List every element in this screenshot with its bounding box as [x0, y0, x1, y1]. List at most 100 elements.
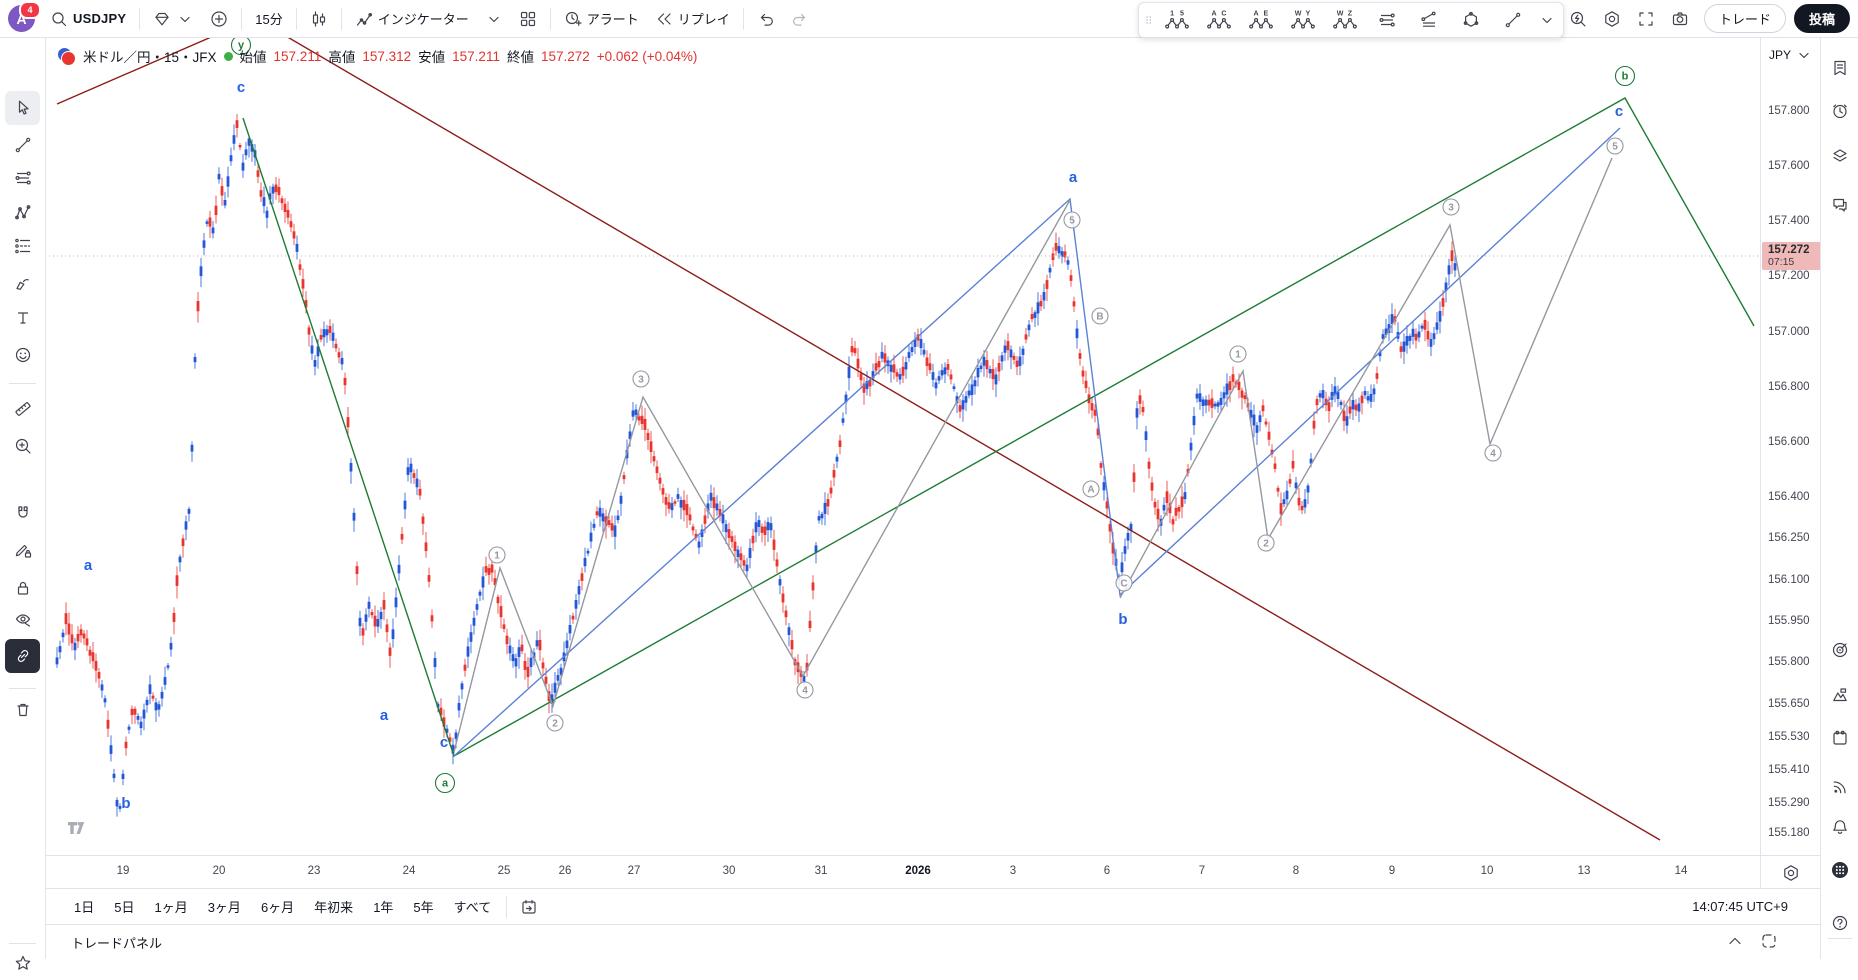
ideas-panel-button[interactable]: [1826, 681, 1854, 709]
wave-circled-label-5[interactable]: 5: [1063, 211, 1081, 229]
news-panel-button[interactable]: [1826, 773, 1854, 801]
chart-settings-button[interactable]: [1596, 5, 1628, 33]
avatar[interactable]: A 4: [8, 1, 41, 32]
maroon-trendline[interactable]: [56, 38, 1661, 841]
panel-maximize-button[interactable]: [1760, 932, 1778, 953]
indicator-templates-button[interactable]: [478, 5, 510, 33]
wave-label-c[interactable]: c: [1615, 103, 1623, 120]
wave-circled-label-B[interactable]: B: [1091, 307, 1109, 325]
range-button-3ヶ月[interactable]: 3ヶ月: [199, 893, 250, 920]
trade-panel-label[interactable]: トレードパネル: [71, 935, 163, 951]
gray-impulse-1[interactable]: [453, 199, 1071, 753]
publish-button[interactable]: 投稿: [1793, 4, 1850, 33]
range-button-6ヶ月[interactable]: 6ヶ月: [252, 893, 303, 920]
pattern-xabcd-tool[interactable]: [5, 196, 40, 230]
watchlist-panel-button[interactable]: [1826, 54, 1854, 82]
toolbar-more-button[interactable]: [1535, 5, 1559, 35]
wave-circled-label-b[interactable]: b: [1614, 65, 1636, 87]
tradingview-logo[interactable]: [67, 819, 85, 837]
wave-circled-label-2[interactable]: 2: [546, 714, 564, 732]
server-clock[interactable]: 14:07:45 UTC+9: [1692, 899, 1788, 914]
apps-menu-button[interactable]: [1826, 856, 1854, 884]
wave-label-a[interactable]: a: [84, 557, 93, 574]
range-button-5年[interactable]: 5年: [404, 893, 442, 920]
wave-circled-label-1[interactable]: 1: [488, 546, 506, 564]
lock-drawings-tool[interactable]: [5, 571, 40, 605]
symbol-search-button[interactable]: USDJPY: [43, 5, 133, 33]
range-button-1ヶ月[interactable]: 1ヶ月: [145, 893, 196, 920]
goto-date-button[interactable]: [513, 893, 545, 921]
redo-button[interactable]: [784, 5, 816, 33]
scales-settings-corner[interactable]: [1760, 856, 1821, 889]
replay-button[interactable]: リプレイ: [648, 5, 737, 33]
compare-add-button[interactable]: [203, 5, 235, 33]
zoom-in-tool[interactable]: [5, 429, 40, 463]
cyclic-lines-button[interactable]: [1451, 5, 1491, 35]
text-tool[interactable]: [5, 301, 40, 335]
time-scale[interactable]: 19 20 23 24 25 26 27 30 31 2026 3 6 7 8 9 10 13 14: [45, 855, 1820, 889]
price-scale[interactable]: JPY 157.800 157.600 157.400 157.200 157.000 1…: [1760, 38, 1825, 855]
remove-drawings-tool[interactable]: [5, 693, 40, 727]
wave-circled-label-a[interactable]: a: [434, 772, 456, 794]
wave-label-b[interactable]: b: [121, 795, 130, 812]
fib-speed-lines-button[interactable]: [1367, 5, 1407, 35]
wave-circled-label-5[interactable]: 5: [1606, 137, 1624, 155]
measure-tool[interactable]: [5, 391, 40, 425]
snapshot-button[interactable]: [1664, 5, 1696, 33]
green-abc-wave[interactable]: [242, 97, 1755, 758]
panel-expand-button[interactable]: [1726, 932, 1744, 953]
wave-circled-label-2[interactable]: 2: [1257, 534, 1275, 552]
legend-title[interactable]: 米ドル／円・15・JFX: [83, 50, 217, 65]
chart-style-button[interactable]: [303, 5, 335, 33]
wave-circled-label-C[interactable]: C: [1115, 574, 1133, 592]
gray-impulse-2[interactable]: [1119, 157, 1613, 599]
cursor-tool[interactable]: [5, 91, 40, 125]
range-button-5日[interactable]: 5日: [105, 893, 143, 920]
fullscreen-button[interactable]: [1630, 5, 1662, 33]
help-button[interactable]: [1826, 909, 1854, 937]
notifications-panel-button[interactable]: [1826, 813, 1854, 841]
calendar-panel-button[interactable]: [1826, 724, 1854, 752]
range-button-すべて[interactable]: すべて: [445, 893, 501, 920]
wave-circled-label-A[interactable]: A: [1082, 480, 1100, 498]
disjoint-channel-button[interactable]: [1409, 5, 1449, 35]
favorites-star-button[interactable]: [5, 946, 40, 980]
wave-circled-label-4[interactable]: 4: [1484, 444, 1502, 462]
chat-panel-button[interactable]: [1826, 191, 1854, 219]
wave-label-c[interactable]: c: [237, 79, 245, 96]
projection-tool[interactable]: [5, 229, 40, 263]
magnet-tool[interactable]: [5, 496, 40, 530]
wave-circled-label-3[interactable]: 3: [1442, 198, 1460, 216]
hotlists-panel-button[interactable]: [1826, 636, 1854, 664]
timeframe-button[interactable]: 15分: [248, 5, 289, 33]
quick-search-button[interactable]: [1562, 5, 1594, 33]
drag-handle[interactable]: [1143, 5, 1155, 35]
wave-circled-label-y[interactable]: y: [230, 38, 252, 56]
wave-label-a[interactable]: a: [1069, 169, 1078, 186]
range-button-1年[interactable]: 1年: [364, 893, 402, 920]
range-button-1日[interactable]: 1日: [65, 893, 103, 920]
wave-circled-label-1[interactable]: 1: [1229, 345, 1247, 363]
chart-canvas[interactable]: a b c a c a b c y a b 1 2 3 4 5 A B C 1 2 3 4 5: [45, 38, 1760, 855]
alerts-panel-button[interactable]: [1826, 97, 1854, 125]
trendline-tool[interactable]: [5, 128, 40, 162]
fib-lines-tool[interactable]: [5, 161, 40, 195]
object-tree-panel-button[interactable]: [1826, 142, 1854, 170]
layout-grid-button[interactable]: [512, 5, 544, 33]
emoji-tool[interactable]: [5, 338, 40, 372]
candlesticks[interactable]: [55, 114, 1457, 817]
blue-abc-wave[interactable]: [453, 127, 1621, 757]
undo-button[interactable]: [750, 5, 782, 33]
alert-button[interactable]: アラート: [557, 5, 646, 33]
chart-plot-area[interactable]: 米ドル／円・15・JFX 始値 157.211 高値 157.312 安値 15…: [45, 38, 1760, 855]
brush-tool[interactable]: [5, 266, 40, 300]
indicators-button[interactable]: インジケーター: [348, 5, 476, 33]
sync-drawings-tool[interactable]: [5, 639, 40, 673]
stay-in-drawing-mode-tool[interactable]: [5, 533, 40, 567]
wave-label-a[interactable]: a: [380, 707, 389, 724]
